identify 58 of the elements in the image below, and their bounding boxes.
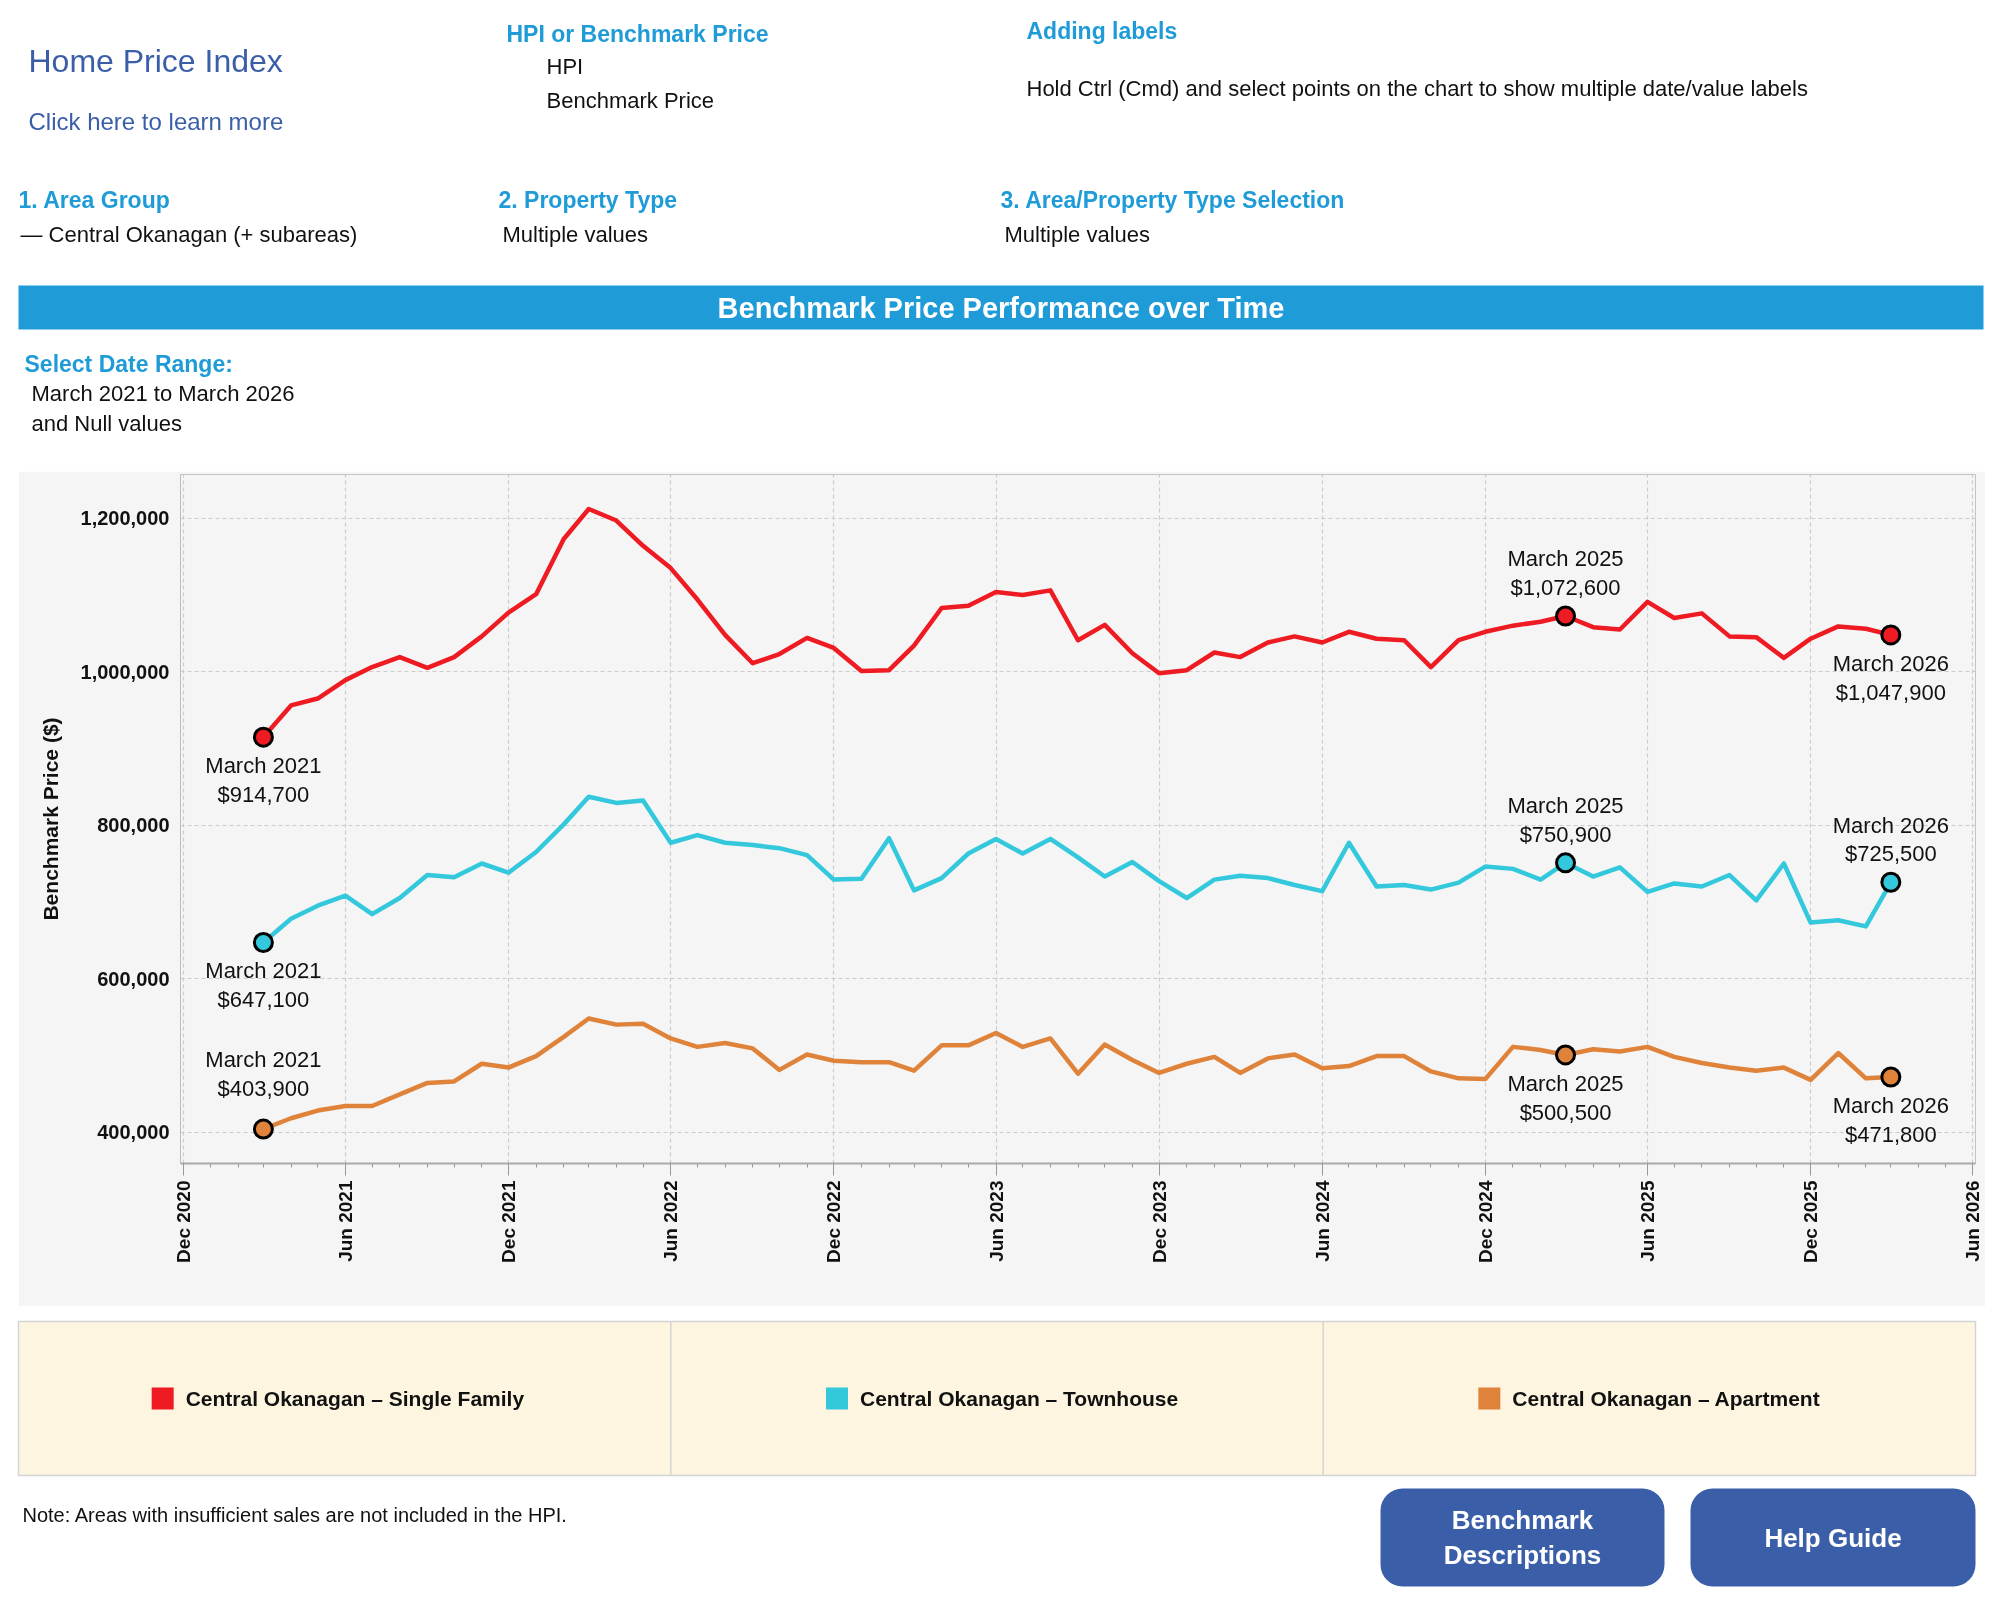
x-tick-label: Jun 2021: [334, 1180, 356, 1262]
point: [1555, 1044, 1577, 1066]
legend-label: Central Okanagan – Single Family: [185, 1387, 525, 1410]
text: Help Guide: [1764, 1522, 1902, 1553]
y-tick-label: 1,200,000: [80, 507, 170, 530]
x-tick-label: Dec 2020: [172, 1180, 194, 1263]
chart-title: Benchmark Price Performance over Time: [717, 291, 1285, 324]
annotation: March 2025 $750,900: [1507, 793, 1624, 847]
text: Select Date Range:: [24, 350, 233, 377]
text: Benchmark Price: [546, 87, 715, 113]
point: [252, 931, 274, 953]
x-tick-label: Dec 2022: [823, 1180, 845, 1263]
text: 2. Property Type: [498, 186, 678, 213]
point: [252, 726, 274, 748]
x-tick-label: Jun 2023: [985, 1180, 1007, 1262]
text: 1. Area Group: [18, 186, 170, 213]
text: Click here to learn more: [28, 107, 284, 135]
legend-label: Central Okanagan – Apartment: [1512, 1387, 1820, 1410]
x-tick-label: Jun 2026: [1962, 1180, 1984, 1262]
text: Adding labels: [1026, 17, 1178, 44]
annotation: March 2025 $1,072,600: [1507, 546, 1624, 600]
y-tick-label: 800,000: [97, 814, 170, 837]
annotation: March 2021 $647,100: [205, 958, 322, 1013]
annotation: March 2021 $914,700: [205, 753, 322, 807]
y-tick-label: 600,000: [97, 967, 170, 990]
x-tick-label: Jun 2025: [1637, 1180, 1659, 1262]
annotation: March 2025 $500,500: [1507, 1070, 1624, 1125]
point: [1880, 871, 1902, 893]
point: [1880, 624, 1902, 646]
annotation: March 2026 $725,500: [1832, 812, 1949, 867]
point: [1880, 1066, 1902, 1088]
text: Note: Areas with insufficient sales are not included in the HPI.: [22, 1503, 567, 1526]
y-tick-label: 400,000: [97, 1121, 170, 1144]
annotation: March 2026 $471,800: [1832, 1092, 1949, 1147]
legend-label: Central Okanagan – Townhouse: [860, 1387, 1179, 1410]
x-tick-label: Dec 2021: [497, 1180, 519, 1263]
x-tick-label: Dec 2025: [1800, 1180, 1822, 1263]
text: Multiple values: [1004, 221, 1151, 247]
text: Benchmark Descriptions: [1443, 1505, 1602, 1570]
text: HPI or Benchmark Price: [506, 20, 769, 47]
x-tick-label: Dec 2023: [1148, 1180, 1170, 1263]
annotation: March 2026 $1,047,900: [1832, 650, 1949, 705]
text: — Central Okanagan (+ subareas): [20, 221, 358, 247]
x-tick-label: Jun 2022: [660, 1180, 682, 1262]
x-tick-label: Jun 2024: [1311, 1180, 1333, 1262]
text: Multiple values: [502, 221, 649, 247]
y-axis-title: Benchmark Price ($): [38, 717, 62, 921]
text: Hold Ctrl (Cmd) and select points on the chart to show multiple date/value labels: [1026, 75, 1808, 101]
point: [1555, 852, 1577, 874]
text: March 2021 to March 2026 and Null values: [31, 380, 295, 436]
point: [1555, 605, 1577, 627]
text: HPI: [546, 53, 584, 79]
annotation: March 2021 $403,900: [205, 1047, 322, 1102]
x-tick-label: Dec 2024: [1474, 1180, 1496, 1263]
point: [252, 1118, 274, 1140]
text: Home Price Index: [28, 42, 283, 79]
text: 3. Area/Property Type Selection: [1000, 186, 1345, 213]
y-tick-label: 1,000,000: [80, 660, 170, 683]
